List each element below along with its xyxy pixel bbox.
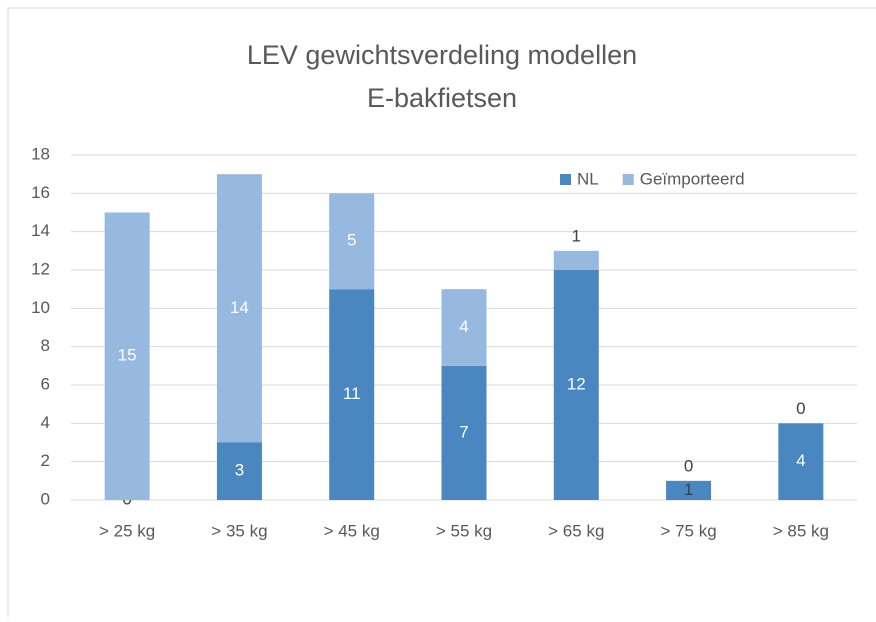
legend-label: NL [577,169,599,188]
data-label: 7 [459,422,468,441]
legend-swatch [560,174,571,185]
x-tick-label: > 35 kg [211,521,267,540]
chart-title: E-bakfietsen [367,83,517,113]
y-tick-label: 0 [41,489,50,508]
y-tick-label: 10 [31,298,50,317]
legend-swatch [622,174,634,185]
y-tick-label: 16 [31,183,50,202]
chart-title: LEV gewichtsverdeling modellen [247,40,637,70]
bar-segment [778,423,824,500]
chart-frame [7,7,876,622]
bar-segment [666,480,712,500]
data-label: 5 [347,231,356,250]
bar-segment [441,289,487,366]
x-tick-label: > 75 kg [660,521,716,540]
legend-label: Geïmporteerd [640,169,745,188]
bar-segment [104,212,150,500]
data-label: 11 [343,384,361,403]
data-label: 4 [459,317,468,336]
x-tick-label: > 85 kg [773,521,829,540]
bar-segment [553,270,599,500]
bar-segment [329,289,375,500]
bar-segment [216,442,262,500]
data-label: 1 [572,226,581,245]
data-label: 4 [796,451,805,470]
bar-segment [329,193,375,290]
data-label: 3 [235,461,244,480]
bar-segment [216,174,262,443]
y-tick-label: 2 [41,451,50,470]
y-tick-label: 18 [31,144,50,163]
y-tick-label: 14 [31,221,50,240]
x-tick-label: > 45 kg [324,521,380,540]
data-label: 15 [118,346,137,365]
x-tick-label: > 25 kg [99,521,155,540]
data-label: 14 [230,298,249,317]
bar-segment [553,250,599,270]
data-label: 1 [684,480,693,499]
x-tick-label: > 55 kg [436,521,492,540]
x-tick-label: > 65 kg [548,521,604,540]
data-label: 12 [567,374,586,393]
y-tick-label: 12 [31,259,50,278]
y-tick-label: 8 [41,336,50,355]
data-label: 0 [796,399,805,418]
y-tick-label: 4 [41,413,50,432]
bar-segment [441,365,487,500]
data-label: 0 [684,456,693,475]
y-tick-label: 6 [41,374,50,393]
